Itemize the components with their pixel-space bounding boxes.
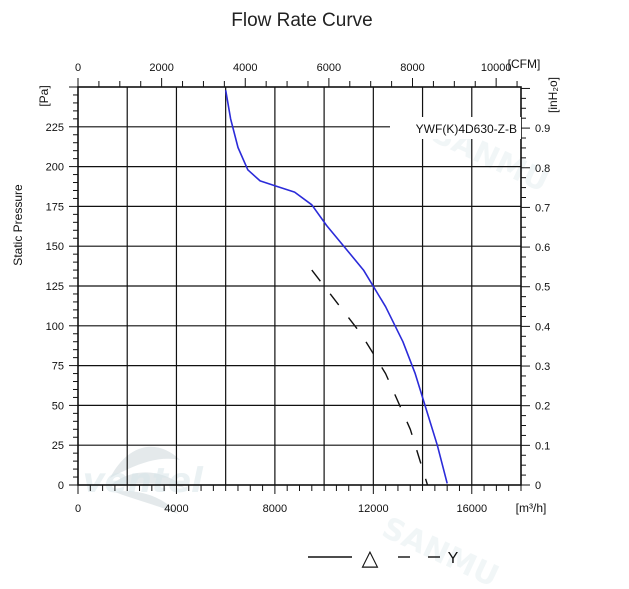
y2-tick-label: 0	[535, 480, 541, 492]
grid-lines	[78, 87, 521, 485]
x-tick-label: 4000	[164, 503, 188, 515]
x2-tick-label: 6000	[317, 62, 341, 74]
y-tick-label: 75	[52, 361, 64, 373]
y2-tick-label: 0.2	[535, 401, 550, 413]
y2-tick-label: 0.3	[535, 361, 550, 373]
y2-tick-labels: 0 0.1 0.2 0.3 0.4 0.5 0.6 0.7 0.8 0.9	[535, 123, 550, 492]
x2-tick-label: 8000	[400, 62, 424, 74]
y2-tick-label: 0.4	[535, 321, 550, 333]
x2-tick-labels: 0 2000 4000 6000 8000 10000	[75, 62, 512, 74]
y-unit-label: [Pa]	[37, 85, 51, 106]
y2-unit-label: [inH₂o]	[546, 77, 560, 113]
y-tick-label: 25	[52, 440, 64, 452]
y2-tick-label: 0.6	[535, 242, 550, 254]
x-tick-labels: 0 4000 8000 12000 16000	[75, 503, 487, 515]
y-tick-label: 225	[46, 122, 64, 134]
x2-unit-label: [CFM]	[508, 57, 541, 71]
y2-tick-label: 0.1	[535, 440, 550, 452]
x2-tick-label: 2000	[149, 62, 173, 74]
y-tick-label: 150	[46, 241, 64, 253]
y2-tick-label: 0.9	[535, 123, 550, 135]
x-tick-label: 12000	[358, 503, 389, 515]
x-tick-label: 8000	[263, 503, 287, 515]
x-unit-label: [m³/h]	[516, 501, 547, 515]
x-tick-label: 16000	[456, 503, 487, 515]
chart-title: Flow Rate Curve	[231, 10, 373, 31]
y-tick-label: 175	[46, 201, 64, 213]
y-tick-label: 50	[52, 400, 64, 412]
y2-tick-label: 0.7	[535, 202, 550, 214]
legend-triangle-symbol: △	[362, 545, 379, 570]
legend: △ Y	[308, 545, 459, 570]
x2-tick-label: 10000	[481, 62, 512, 74]
y-tick-labels: 0 25 50 75 100 125 150 175 200 225	[46, 122, 64, 492]
y-axis-title: Static Pressure	[11, 184, 25, 266]
legend-y-symbol: Y	[448, 550, 459, 567]
y2-tick-label: 0.5	[535, 282, 550, 294]
svg-text:ventel: ventel	[79, 461, 208, 501]
x2-tick-label: 4000	[233, 62, 257, 74]
x-tick-label: 0	[75, 503, 81, 515]
model-label-box: YWF(K)4D630-Z-B	[390, 117, 521, 139]
watermark-logo: ventel SANMU SANMU	[79, 116, 554, 589]
y-tick-label: 200	[46, 162, 64, 174]
y-tick-label: 125	[46, 281, 64, 293]
series-line-solid	[224, 90, 448, 484]
axis-ticks	[69, 78, 530, 494]
series-line-dashed	[311, 269, 429, 486]
y2-tick-label: 0.8	[535, 163, 550, 175]
y-tick-label: 0	[58, 480, 64, 492]
series-lines	[224, 90, 448, 486]
y-tick-label: 100	[46, 321, 64, 333]
plot-frame	[77, 86, 522, 486]
x2-tick-label: 0	[75, 62, 81, 74]
model-label: YWF(K)4D630-Z-B	[416, 122, 517, 136]
svg-text:SANMU: SANMU	[377, 511, 504, 589]
